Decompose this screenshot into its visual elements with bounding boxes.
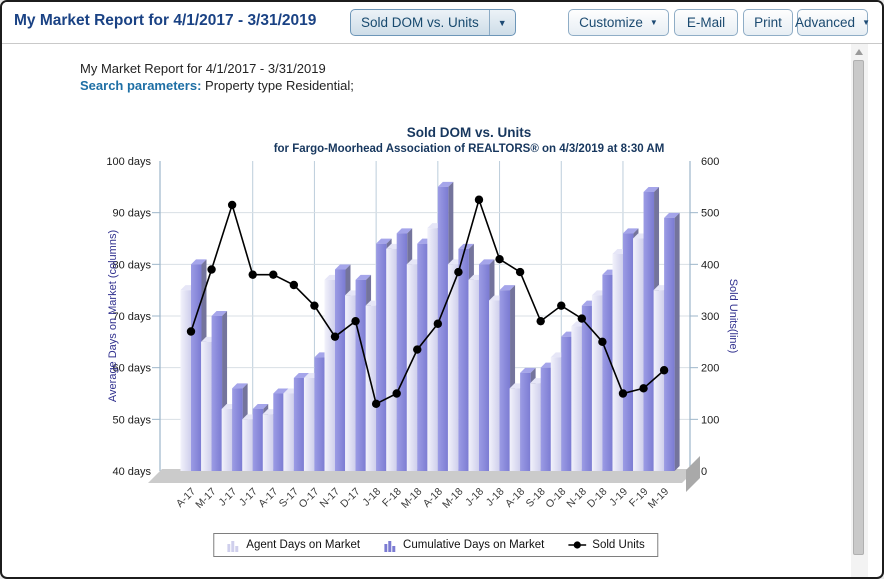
svg-text:70 days: 70 days <box>112 311 151 323</box>
page-title: My Market Report for 4/1/2017 - 3/31/201… <box>14 12 317 29</box>
bar-chart-icon-dark <box>384 541 396 552</box>
email-button-label: E-Mail <box>686 15 726 30</box>
vertical-scrollbar[interactable] <box>851 44 868 577</box>
svg-text:600: 600 <box>701 156 719 168</box>
chart-subtitle: for Fargo-Moorhead Association of REALTO… <box>273 143 665 155</box>
email-button[interactable]: E-Mail <box>674 9 738 36</box>
svg-text:N-17: N-17 <box>318 486 343 511</box>
report-title-text: My Market Report for 4/1/2017 - 3/31/201… <box>80 61 326 76</box>
svg-text:J-18: J-18 <box>463 486 486 509</box>
svg-text:J-17: J-17 <box>237 486 260 509</box>
chart-header: Sold DOM vs. Units for Fargo-Moorhead As… <box>102 125 836 155</box>
svg-text:J-18: J-18 <box>484 486 507 509</box>
legend-item-cumulative-dom: Cumulative Days on Market <box>384 538 544 552</box>
svg-text:D-17: D-17 <box>338 486 363 511</box>
svg-text:M-18: M-18 <box>399 486 425 512</box>
svg-text:D-18: D-18 <box>585 486 610 511</box>
svg-text:J-17: J-17 <box>216 486 239 509</box>
search-parameters-value: Property type Residential; <box>201 78 354 93</box>
svg-text:F-18: F-18 <box>380 486 404 510</box>
svg-text:100 days: 100 days <box>106 156 151 168</box>
print-button[interactable]: Print <box>743 9 793 36</box>
header-bar: My Market Report for 4/1/2017 - 3/31/201… <box>2 2 882 44</box>
svg-text:0: 0 <box>701 466 707 478</box>
advanced-button[interactable]: Advanced ▼ <box>795 9 870 36</box>
svg-text:50 days: 50 days <box>112 414 151 426</box>
svg-text:M-19: M-19 <box>646 486 672 512</box>
customize-button[interactable]: Customize ▼ <box>568 9 669 36</box>
svg-text:A-17: A-17 <box>256 486 280 510</box>
svg-text:J-18: J-18 <box>360 486 383 509</box>
svg-text:200: 200 <box>701 363 719 375</box>
svg-text:60 days: 60 days <box>112 363 151 375</box>
chart-canvas: 40 days 50 days 60 days 70 days 80 days 90 da… <box>106 156 739 512</box>
svg-text:400: 400 <box>701 259 719 271</box>
svg-text:A-18: A-18 <box>503 486 527 510</box>
svg-text:A-18: A-18 <box>421 486 445 510</box>
customize-button-label: Customize <box>579 15 643 30</box>
search-parameters-label: Search parameters: <box>80 78 202 93</box>
legend-item-sold-units: Sold Units <box>568 539 645 551</box>
svg-text:Sold Units(line): Sold Units(line) <box>727 279 739 354</box>
svg-text:100: 100 <box>701 414 719 426</box>
svg-text:Average Days on Market (column: Average Days on Market (columns) <box>107 230 119 402</box>
report-type-dropdown[interactable]: Sold DOM vs. Units ▼ <box>350 9 516 36</box>
svg-text:O-18: O-18 <box>543 486 568 511</box>
print-button-label: Print <box>754 15 782 30</box>
svg-text:500: 500 <box>701 208 719 220</box>
chevron-down-icon[interactable]: ▼ <box>488 10 515 35</box>
svg-text:S-18: S-18 <box>524 486 548 510</box>
svg-text:S-17: S-17 <box>277 486 301 510</box>
scrollbar-thumb[interactable] <box>853 60 864 555</box>
scrollbar-up-icon[interactable] <box>855 49 863 55</box>
report-type-value: Sold DOM vs. Units <box>361 15 479 30</box>
caret-down-icon: ▼ <box>862 18 870 27</box>
svg-text:40 days: 40 days <box>112 466 151 478</box>
svg-text:N-18: N-18 <box>564 486 589 511</box>
svg-text:F-19: F-19 <box>627 486 651 510</box>
caret-down-icon: ▼ <box>649 18 658 27</box>
legend-item-agent-dom: Agent Days on Market <box>227 538 360 552</box>
legend-label-agent-dom: Agent Days on Market <box>246 539 361 551</box>
chart-title: Sold DOM vs. Units <box>406 125 532 140</box>
search-parameters: Search parameters: Property type Residen… <box>80 78 354 93</box>
svg-text:O-17: O-17 <box>297 486 322 511</box>
legend-label-sold-units: Sold Units <box>592 539 645 551</box>
advanced-button-label: Advanced <box>795 15 856 30</box>
bar-chart-icon-light <box>227 541 239 552</box>
svg-text:90 days: 90 days <box>112 208 151 220</box>
svg-text:M-18: M-18 <box>440 486 466 512</box>
line-dot-icon <box>568 541 587 549</box>
chart-area: 40 days 50 days 60 days 70 days 80 days 90 da… <box>100 151 810 575</box>
svg-text:80 days: 80 days <box>112 259 151 271</box>
chart-legend: Agent Days on Market Cumulative Days on … <box>213 533 659 557</box>
svg-text:J-19: J-19 <box>607 486 630 509</box>
legend-label-cumulative-dom: Cumulative Days on Market <box>403 539 545 551</box>
svg-text:A-17: A-17 <box>174 486 198 510</box>
svg-text:300: 300 <box>701 311 719 323</box>
svg-text:M-17: M-17 <box>193 486 219 512</box>
